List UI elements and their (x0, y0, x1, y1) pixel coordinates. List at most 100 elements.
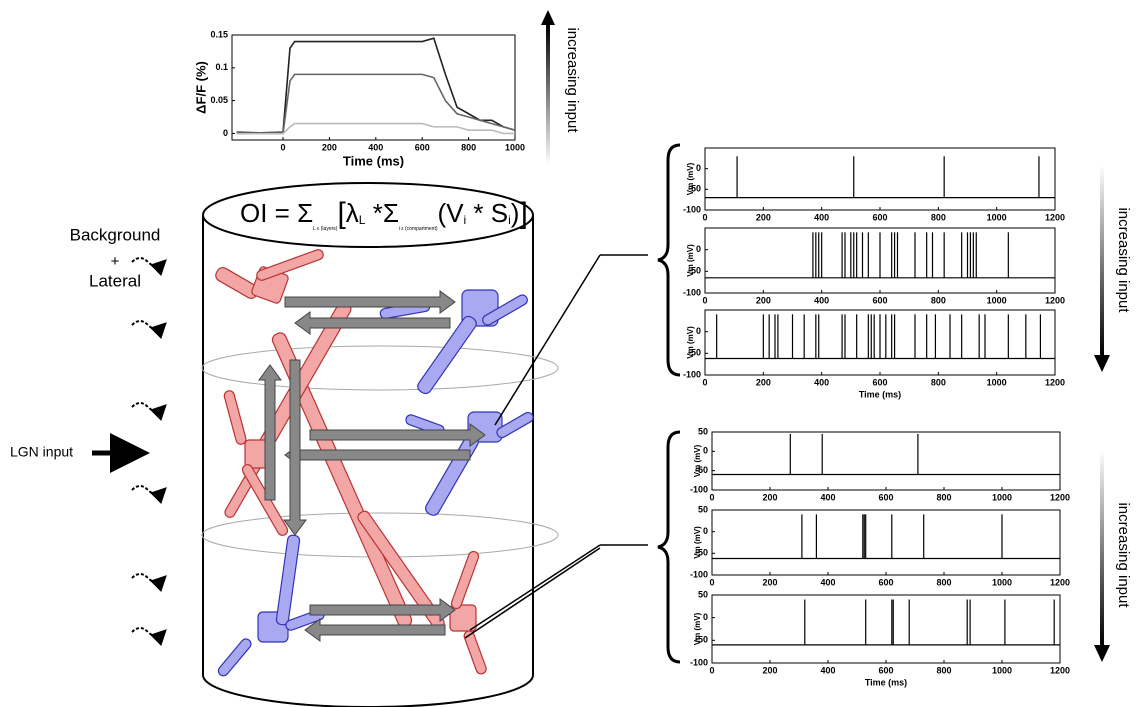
y-axis-title: ΔF/F (%) (193, 61, 208, 114)
figure: Background + Lateral LGN input OI = ΣL ε… (0, 0, 1136, 707)
x-tick-label: 800 (931, 377, 946, 387)
x-tick-label: 600 (878, 665, 893, 675)
eq-part: Σ (383, 198, 399, 228)
x-tick-label: 0 (702, 212, 707, 222)
eq-part: (V (438, 198, 465, 228)
x-tick-label: 1200 (1050, 665, 1070, 675)
x-tick-label: 600 (878, 492, 893, 502)
x-tick-label: 1000 (992, 665, 1012, 675)
y-tick-label: 0 (696, 244, 701, 254)
gradient-arrow (546, 25, 550, 165)
y-tick-label: -100 (690, 569, 708, 579)
x-tick-label: 400 (820, 577, 835, 587)
y-axis-title: Vm (mV) (693, 444, 702, 477)
y-tick-label: 50 (698, 589, 708, 599)
x-axis-title: Time (ms) (343, 153, 404, 168)
y-tick-label: 0 (696, 326, 701, 336)
x-tick-label: 200 (322, 142, 337, 152)
label: LGN input (10, 444, 73, 460)
x-tick-label: 1000 (987, 377, 1007, 387)
x-tick-label: 1000 (992, 492, 1012, 502)
eq-part: * (365, 198, 382, 228)
y-axis-title: Vm (mV) (686, 162, 695, 195)
eq-part: OI = (240, 198, 297, 228)
eq-part: i ε (compartment) (399, 226, 438, 232)
x-axis-title: Time (ms) (865, 677, 907, 687)
x-tick-label: 200 (762, 665, 777, 675)
y-tick-label: -100 (683, 369, 701, 379)
x-tick-label: 1000 (992, 577, 1012, 587)
y-tick-label: -100 (690, 484, 708, 494)
x-tick-label: 200 (756, 295, 771, 305)
eq-part: Σ (297, 198, 313, 228)
x-tick-label: 600 (872, 295, 887, 305)
label: increasing input (1115, 502, 1132, 608)
x-tick-label: 0 (702, 295, 707, 305)
x-tick-label: 0 (709, 577, 714, 587)
x-tick-label: 200 (756, 212, 771, 222)
x-tick-label: 1200 (1045, 295, 1065, 305)
y-axis-title: Vm (mV) (693, 612, 702, 645)
y-tick-label: 0.1 (215, 62, 228, 72)
x-tick-label: 400 (820, 665, 835, 675)
gradient-arrow (1094, 645, 1110, 662)
x-tick-label: 0 (702, 377, 707, 387)
y-tick-label: 0 (696, 163, 701, 173)
y-tick-label: 0 (703, 526, 708, 536)
x-tick-label: 400 (368, 142, 383, 152)
x-tick-label: 200 (762, 577, 777, 587)
y-tick-label: 0 (223, 128, 228, 138)
x-tick-label: 0 (709, 665, 714, 675)
x-tick-label: 600 (415, 142, 430, 152)
x-tick-label: 800 (461, 142, 476, 152)
braces (658, 145, 680, 662)
x-tick-label: 800 (931, 295, 946, 305)
y-tick-label: 50 (698, 426, 708, 436)
axes-frame (705, 148, 1055, 210)
y-tick-label: 0 (703, 612, 708, 622)
eq-part: * S (466, 198, 508, 228)
eq-part: λ (346, 198, 359, 228)
inputs (132, 258, 164, 636)
label: + (111, 253, 120, 270)
label: increasing input (564, 27, 581, 133)
y-axis-title: Vm (mV) (686, 326, 695, 359)
y-axis-title: Vm (mV) (693, 526, 702, 559)
x-tick-label: 1200 (1050, 577, 1070, 587)
y-tick-label: 0 (703, 446, 708, 456)
label: Lateral (89, 271, 141, 290)
y-tick-label: -100 (690, 657, 708, 667)
x-tick-label: 400 (820, 492, 835, 502)
gradient-arrow (1100, 450, 1104, 645)
x-tick-label: 800 (936, 577, 951, 587)
x-tick-label: 0 (709, 492, 714, 502)
x-tick-label: 400 (814, 295, 829, 305)
x-tick-label: 400 (814, 377, 829, 387)
gradient-arrow (1100, 165, 1104, 355)
x-tick-label: 800 (936, 492, 951, 502)
x-tick-label: 600 (872, 212, 887, 222)
x-tick-label: 0 (281, 142, 286, 152)
eq-part: ) (511, 198, 520, 228)
data-line (237, 74, 515, 133)
y-axis-title: Vm (mV) (686, 244, 695, 277)
eq-part: L ε (layers) (313, 226, 338, 232)
x-tick-label: 1200 (1050, 492, 1070, 502)
x-tick-label: 200 (756, 377, 771, 387)
x-tick-label: 600 (872, 377, 887, 387)
axes-frame (712, 510, 1060, 575)
x-tick-label: 400 (814, 212, 829, 222)
axes-frame (712, 432, 1060, 490)
y-tick-label: -100 (683, 287, 701, 297)
x-tick-label: 800 (931, 212, 946, 222)
equation: OI = ΣL ε (layers)[λL *Σi ε (compartment… (240, 197, 528, 232)
x-tick-label: 600 (878, 577, 893, 587)
x-tick-label: 1000 (505, 142, 525, 152)
y-tick-label: 0.05 (210, 95, 228, 105)
x-tick-label: 1000 (987, 295, 1007, 305)
x-tick-label: 1000 (987, 212, 1007, 222)
x-tick-label: 200 (762, 492, 777, 502)
y-tick-label: 0.15 (210, 29, 228, 39)
axes-frame (712, 595, 1060, 663)
x-tick-label: 1200 (1045, 377, 1065, 387)
